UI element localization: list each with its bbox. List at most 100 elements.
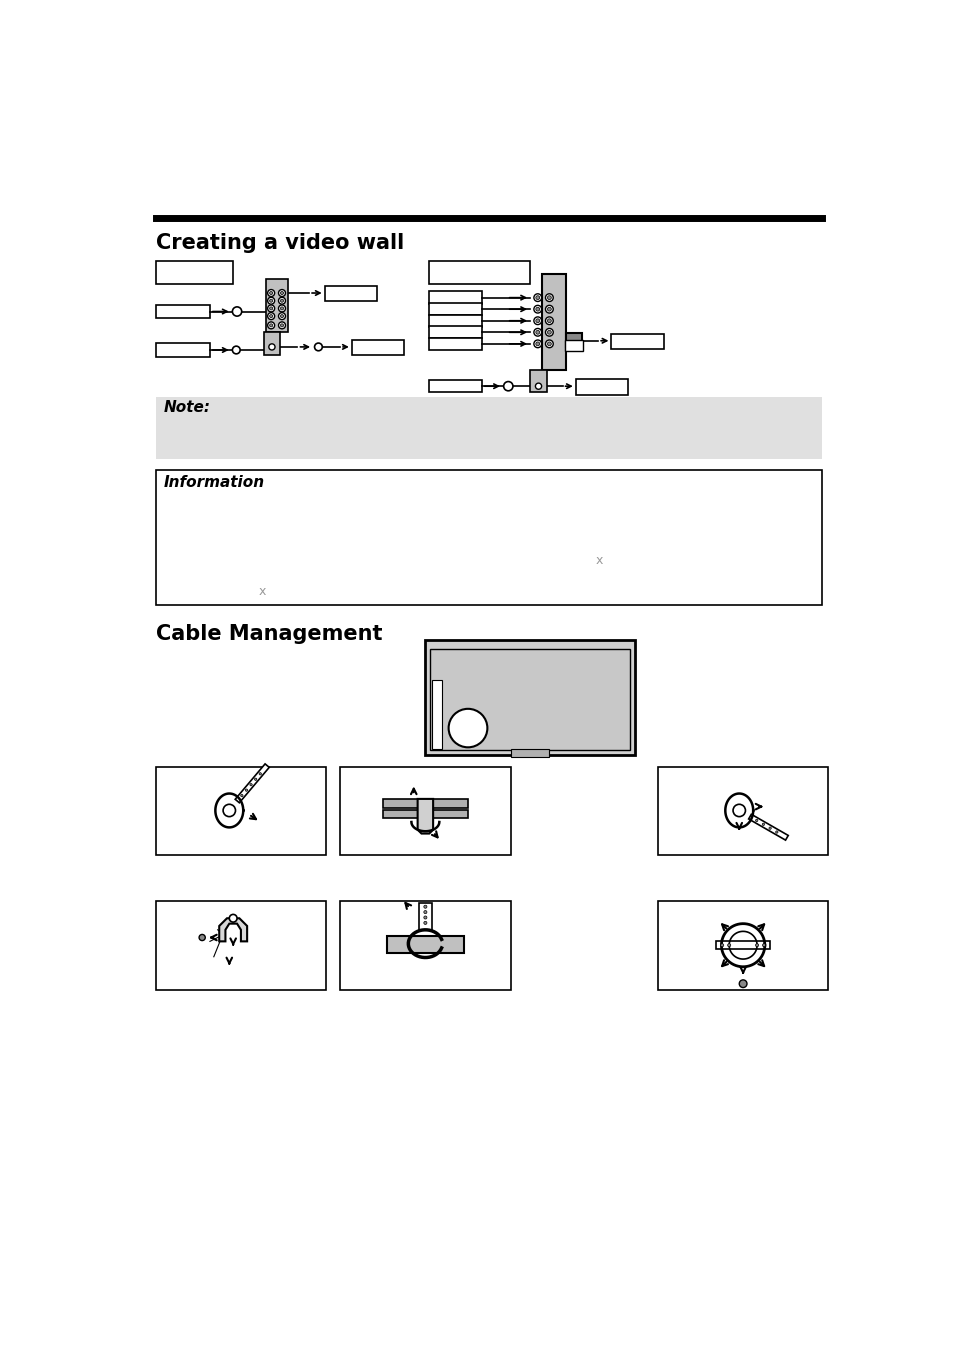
Circle shape [269,345,274,350]
Circle shape [534,328,541,336]
Text: x: x [596,554,603,567]
Bar [510,748,549,757]
Bar [429,292,481,304]
Circle shape [534,305,541,313]
Circle shape [270,307,273,309]
Text: x: x [258,585,266,598]
Polygon shape [748,815,787,840]
Text: Note:: Note: [163,400,211,415]
Circle shape [534,340,541,347]
Bar [429,380,481,392]
Circle shape [254,778,256,781]
Circle shape [268,305,274,312]
Circle shape [761,823,763,825]
Circle shape [233,346,240,354]
Bar [266,280,288,331]
Circle shape [775,831,778,834]
Circle shape [270,324,273,327]
Circle shape [280,299,283,303]
Circle shape [278,305,285,312]
Circle shape [534,293,541,301]
Bar [155,766,326,855]
Bar [575,380,628,394]
Circle shape [278,322,285,328]
Bar [430,648,629,750]
Circle shape [233,307,241,316]
Circle shape [270,315,273,317]
Circle shape [547,331,551,334]
Bar [566,334,581,347]
Circle shape [545,340,553,347]
Text: Information: Information [163,474,264,490]
Circle shape [732,804,744,816]
Bar [155,397,821,458]
Circle shape [536,307,539,311]
Circle shape [423,911,427,913]
Bar [352,340,404,355]
Circle shape [240,794,243,797]
Circle shape [545,305,553,313]
Bar [155,343,210,357]
Circle shape [536,331,539,334]
Bar [382,811,468,819]
Circle shape [768,827,770,830]
Circle shape [547,296,551,300]
Circle shape [278,312,285,320]
Circle shape [503,381,513,390]
Bar [155,470,821,605]
Circle shape [761,943,765,947]
Bar [429,326,481,339]
Circle shape [268,297,274,304]
Circle shape [547,319,551,323]
Bar [324,286,377,301]
Bar [386,936,464,952]
Circle shape [270,299,273,303]
Bar [429,303,481,315]
Circle shape [423,916,427,919]
Polygon shape [235,763,269,802]
Circle shape [739,979,746,988]
Bar [658,901,827,990]
Circle shape [423,905,427,908]
Circle shape [280,315,283,317]
Circle shape [278,297,285,304]
Circle shape [536,342,539,346]
Circle shape [545,317,553,324]
Bar [658,766,827,855]
Circle shape [755,943,758,947]
Circle shape [720,943,723,947]
Circle shape [727,943,730,947]
Circle shape [536,319,539,323]
Circle shape [755,819,757,821]
Bar [382,798,468,808]
Circle shape [268,289,274,296]
Circle shape [280,292,283,295]
Bar [340,901,510,990]
Circle shape [280,307,283,309]
Circle shape [268,312,274,320]
Circle shape [314,343,322,351]
Bar [429,338,481,350]
Bar [431,680,442,748]
Circle shape [199,935,205,940]
Text: Creating a video wall: Creating a video wall [155,232,403,253]
Circle shape [229,915,236,923]
Polygon shape [219,919,247,942]
Circle shape [547,342,551,346]
Circle shape [535,384,541,389]
Bar [429,315,481,327]
Circle shape [268,322,274,328]
Bar [425,639,634,755]
Circle shape [270,292,273,295]
Bar [155,304,210,319]
Bar [564,340,583,351]
Circle shape [545,293,553,301]
Circle shape [547,307,551,311]
Polygon shape [716,942,769,948]
Circle shape [536,296,539,300]
Text: Cable Management: Cable Management [155,624,382,644]
Bar [429,261,530,284]
Circle shape [250,784,252,786]
Bar [155,261,233,284]
Bar [264,331,279,354]
